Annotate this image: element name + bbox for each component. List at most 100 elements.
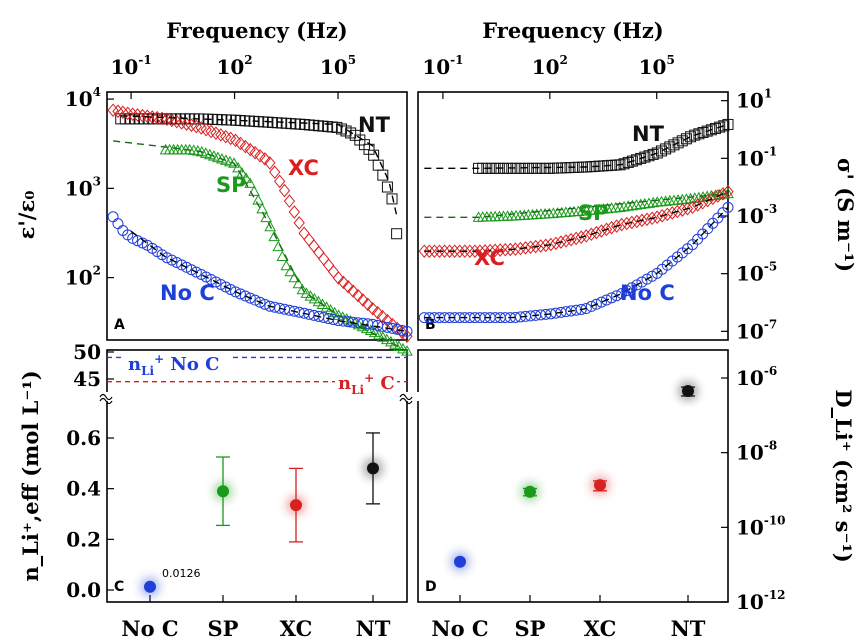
marker-b-xc <box>509 242 522 256</box>
marker-b-xc <box>489 243 501 258</box>
fit-line-a-noc <box>130 230 408 332</box>
marker-a-xc <box>254 149 266 163</box>
fit-line-a-nt <box>120 115 398 216</box>
marker-a-sp <box>264 220 277 232</box>
ref-label-c: nLi+ C <box>338 371 395 397</box>
series-label-b-noc: No C <box>620 281 675 305</box>
y-axis-label-d: D_Li⁺ (cm² s⁻¹) <box>831 389 856 562</box>
marker-b-noc <box>606 292 618 304</box>
marker-b-xc <box>600 222 613 237</box>
marker-a-noc <box>401 325 413 337</box>
marker-a-xc <box>293 216 305 230</box>
marker-b-noc <box>590 298 602 310</box>
axis-break-marks <box>98 392 424 405</box>
marker-a-noc <box>190 266 202 278</box>
marker-b-nt <box>618 158 630 170</box>
marker-a-sp <box>296 283 309 295</box>
marker-a-noc <box>259 298 271 310</box>
marker-a-xc <box>347 284 359 298</box>
marker-a-noc <box>107 211 119 223</box>
top-tick-label-a-2: 105 <box>320 53 356 79</box>
fit-line-b-nt <box>424 123 729 170</box>
series-label-b-sp: SP <box>578 201 609 225</box>
marker-b-noc <box>575 303 587 315</box>
marker-a-xc <box>371 305 384 320</box>
marker-b-nt <box>626 155 638 167</box>
marker-b-nt <box>622 156 634 168</box>
marker-a-xc <box>239 139 251 154</box>
marker-b-xc <box>479 244 491 258</box>
panel-c-plot: nLi+ No C nLi+ C 0.0126 <box>107 352 407 596</box>
marker-b-xc <box>590 225 603 240</box>
y-tick-label-c-2: 0.4 <box>66 477 101 501</box>
marker-a-noc <box>195 269 207 281</box>
marker-a-xc <box>151 110 163 125</box>
marker-b-xc <box>636 213 648 228</box>
marker-a-noc <box>112 218 124 230</box>
marker-b-nt <box>664 141 676 153</box>
panel-d-plot <box>451 381 697 571</box>
category-label-d-1: SP <box>515 616 546 641</box>
marker-a-noc <box>210 276 222 288</box>
marker-b-xc <box>550 236 562 251</box>
panel-letter-b: B <box>425 317 436 333</box>
marker-a-xc <box>342 279 354 294</box>
marker-a-xc <box>308 239 320 253</box>
y-tick-label-d-0: 10-6 <box>736 364 777 390</box>
marker-b-xc <box>428 244 441 259</box>
marker-b-noc <box>722 201 734 213</box>
marker-b-noc <box>601 294 613 306</box>
marker-b-nt <box>689 129 701 141</box>
marker-b-sp <box>684 192 697 204</box>
marker-b-sp <box>643 197 655 208</box>
marker-b-xc <box>570 231 582 246</box>
marker-a-xc <box>362 297 374 312</box>
marker-b-xc <box>555 235 567 249</box>
marker-a-xc <box>327 264 340 279</box>
marker-a-noc <box>176 259 188 271</box>
marker-b-xc <box>514 241 527 256</box>
marker-b-xc <box>616 217 628 232</box>
marker-b-xc <box>423 244 435 259</box>
marker-a-noc <box>127 232 139 244</box>
marker-a-xc <box>205 124 217 139</box>
point-c-0 <box>144 580 156 593</box>
marker-b-xc <box>656 209 668 223</box>
marker-b-xc <box>464 244 476 259</box>
y-tick-label-b-2: 10-3 <box>736 202 777 228</box>
marker-b-xc <box>605 220 618 235</box>
fit-line-a-sp <box>113 140 408 352</box>
marker-b-xc <box>469 244 481 259</box>
marker-b-xc <box>474 244 486 258</box>
marker-b-nt <box>718 120 730 132</box>
marker-b-xc <box>540 238 552 253</box>
marker-a-xc <box>210 126 222 140</box>
point-c-2 <box>290 499 302 512</box>
marker-b-xc <box>722 184 734 199</box>
marker-b-nt <box>655 145 667 157</box>
marker-a-nt <box>391 228 403 240</box>
marker-a-noc <box>239 290 251 302</box>
panel-letter-c: C <box>114 579 124 595</box>
annotation-no-c: 0.0126 <box>162 567 201 580</box>
y-tick-label-b-4: 10-7 <box>736 317 777 343</box>
top-tick-label-b-0: 10-1 <box>422 53 463 79</box>
marker-a-xc <box>288 205 300 219</box>
marker-a-xc <box>357 293 369 307</box>
marker-b-nt <box>635 152 647 164</box>
marker-a-xc <box>352 288 364 303</box>
category-label-c-3: NT <box>356 616 391 641</box>
marker-b-xc <box>717 187 729 201</box>
marker-a-xc <box>220 129 232 144</box>
marker-b-sp <box>622 200 635 211</box>
marker-a-sp <box>260 211 273 223</box>
marker-b-xc <box>499 242 511 257</box>
y-tick-label-c-0: 0.0 <box>66 578 101 602</box>
marker-a-noc <box>136 237 148 249</box>
top-tick-label-b-2: 105 <box>639 53 675 79</box>
fit-line-b-sp <box>424 192 729 219</box>
marker-a-xc <box>131 108 144 122</box>
marker-a-noc <box>185 264 197 276</box>
panel-d-frame <box>417 349 729 603</box>
